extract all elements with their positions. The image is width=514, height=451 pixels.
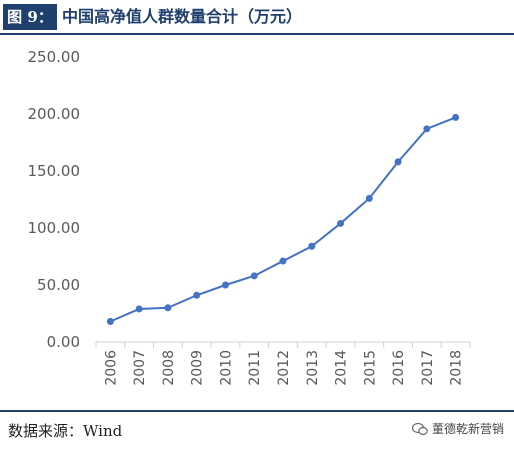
data-point (279, 257, 287, 265)
data-point (221, 281, 229, 289)
x-tick-label: 2018 (449, 350, 465, 386)
data-point (135, 305, 143, 313)
y-tick-label: 200.00 (28, 105, 81, 123)
data-point (337, 219, 345, 227)
data-point (193, 291, 201, 299)
chart-title: 中国高净值人群数量合计（万元） (62, 7, 303, 26)
x-tick-label: 2017 (420, 350, 436, 386)
x-tick-label: 2006 (103, 350, 119, 386)
y-tick-label: 50.00 (37, 276, 80, 294)
x-tick-label: 2012 (276, 350, 292, 386)
data-point (365, 194, 373, 202)
x-tick-label: 2008 (161, 350, 177, 386)
data-point (423, 125, 431, 133)
wechat-icon (411, 422, 428, 435)
y-tick-label: 250.00 (28, 48, 81, 66)
source-note: 数据来源：Wind (8, 422, 123, 440)
header-divider (0, 33, 514, 35)
y-tick-label: 150.00 (28, 162, 81, 180)
x-tick-label: 2009 (190, 350, 206, 386)
x-tick-label: 2014 (334, 350, 350, 386)
x-tick-label: 2007 (132, 350, 148, 386)
data-points (106, 113, 460, 325)
y-tick-label: 0.00 (47, 333, 80, 351)
footer-divider (0, 410, 514, 412)
y-axis-ticks: 0.00 50.00 100.00 150.00 200.00 250.00 (28, 48, 81, 351)
y-tick-label: 100.00 (28, 219, 81, 237)
x-axis-ticks: 2006 2007 2008 2009 2010 2011 2012 2013 2014 2015… (103, 350, 464, 386)
data-point (394, 158, 402, 166)
watermark: 董德乾新营销 (411, 420, 504, 437)
data-point (452, 113, 460, 121)
figure-label: 图 9： (3, 4, 57, 30)
figure-header: 图 9： 中国高净值人群数量合计（万元） (0, 0, 514, 35)
data-point (164, 304, 172, 312)
x-tick-label: 2010 (218, 350, 234, 386)
watermark-text: 董德乾新营销 (431, 422, 504, 436)
x-tick-label: 2015 (362, 350, 378, 386)
data-point (250, 272, 258, 280)
x-tick-label: 2011 (247, 350, 263, 386)
x-tick-label: 2013 (305, 350, 321, 386)
data-point (106, 317, 114, 325)
data-point (308, 242, 316, 250)
x-axis-tickmarks (95, 342, 471, 348)
x-tick-label: 2016 (391, 350, 407, 386)
series-line (109, 116, 456, 323)
